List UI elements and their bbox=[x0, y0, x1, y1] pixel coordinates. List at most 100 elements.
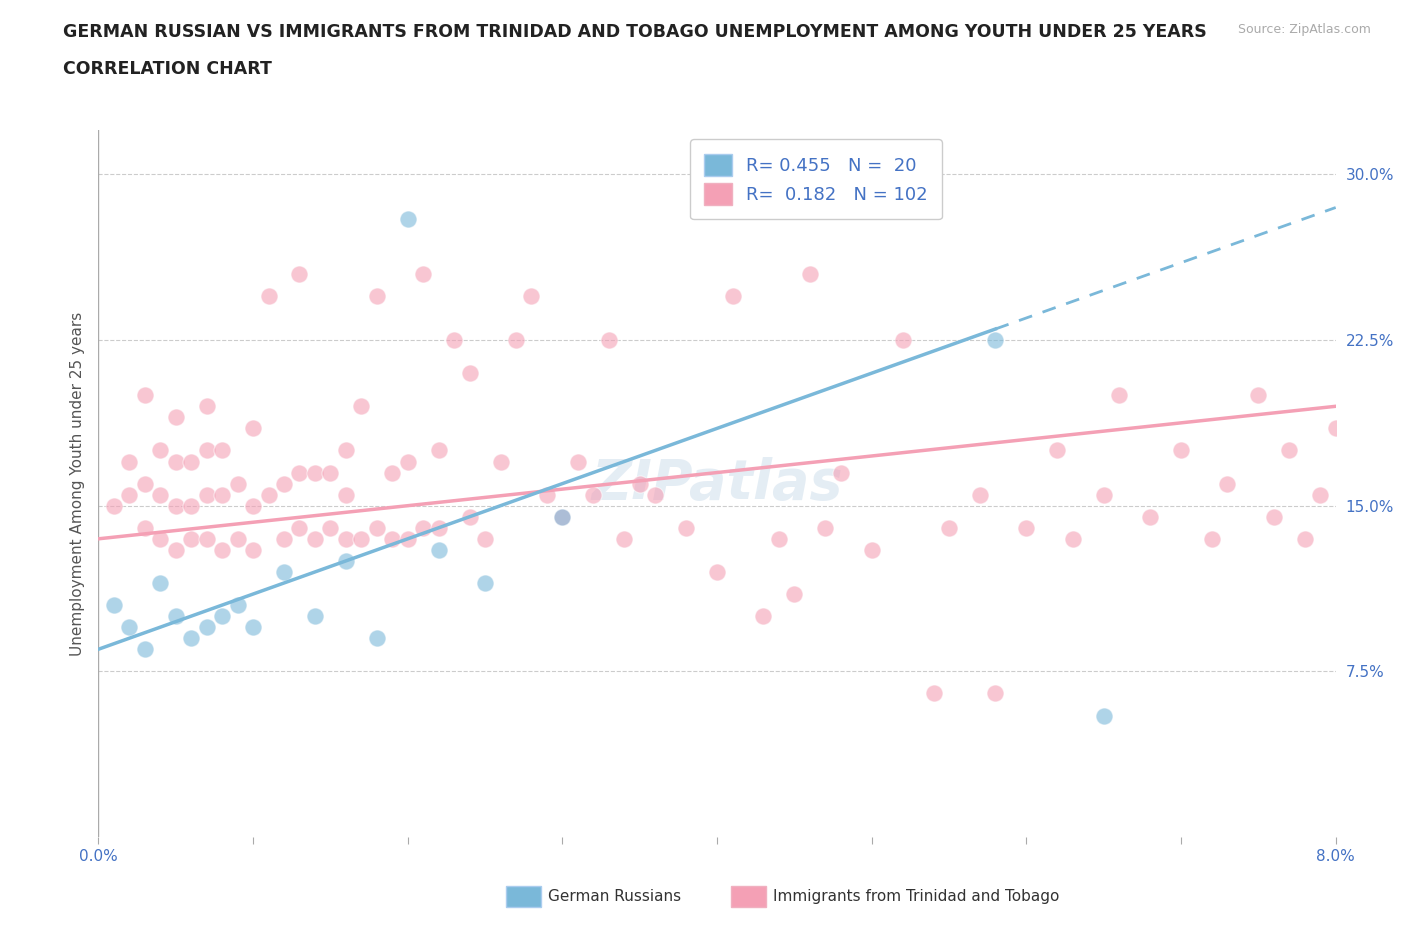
Point bbox=[242, 421, 264, 436]
Point bbox=[226, 531, 249, 546]
Point bbox=[165, 542, 187, 557]
Point bbox=[273, 565, 295, 579]
Point bbox=[1247, 388, 1270, 403]
Point bbox=[257, 288, 280, 303]
Point bbox=[180, 531, 202, 546]
Point bbox=[520, 288, 543, 303]
Point bbox=[319, 521, 342, 536]
Point bbox=[118, 619, 141, 634]
Point bbox=[582, 487, 605, 502]
Point bbox=[1139, 510, 1161, 525]
Point bbox=[1092, 708, 1115, 723]
Point bbox=[1278, 443, 1301, 458]
Point bbox=[149, 443, 172, 458]
Point bbox=[149, 487, 172, 502]
Point bbox=[304, 609, 326, 624]
Point bbox=[1216, 476, 1239, 491]
Point bbox=[860, 542, 883, 557]
Text: Source: ZipAtlas.com: Source: ZipAtlas.com bbox=[1237, 23, 1371, 36]
Point bbox=[1108, 388, 1130, 403]
Point bbox=[195, 443, 218, 458]
Point bbox=[180, 498, 202, 513]
Point bbox=[350, 399, 373, 414]
Point bbox=[381, 531, 404, 546]
Point bbox=[427, 521, 450, 536]
Point bbox=[180, 631, 202, 645]
Point bbox=[706, 565, 728, 579]
Point bbox=[1170, 443, 1192, 458]
Point bbox=[1263, 510, 1285, 525]
Point bbox=[118, 454, 141, 469]
Point bbox=[536, 487, 558, 502]
Point bbox=[551, 510, 574, 525]
Point bbox=[242, 498, 264, 513]
Point bbox=[891, 333, 914, 348]
Text: Immigrants from Trinidad and Tobago: Immigrants from Trinidad and Tobago bbox=[773, 889, 1060, 904]
Point bbox=[922, 686, 945, 701]
Point bbox=[165, 454, 187, 469]
Y-axis label: Unemployment Among Youth under 25 years: Unemployment Among Youth under 25 years bbox=[69, 312, 84, 656]
Point bbox=[1309, 487, 1331, 502]
Point bbox=[1340, 510, 1362, 525]
Point bbox=[350, 531, 373, 546]
Point bbox=[1324, 421, 1347, 436]
Point bbox=[211, 443, 233, 458]
Point bbox=[335, 531, 357, 546]
Point bbox=[474, 576, 496, 591]
Point bbox=[165, 609, 187, 624]
Point bbox=[257, 487, 280, 502]
Point bbox=[814, 521, 837, 536]
Point bbox=[427, 443, 450, 458]
Point bbox=[226, 476, 249, 491]
Point bbox=[180, 454, 202, 469]
Point bbox=[211, 609, 233, 624]
Point bbox=[613, 531, 636, 546]
Text: GERMAN RUSSIAN VS IMMIGRANTS FROM TRINIDAD AND TOBAGO UNEMPLOYMENT AMONG YOUTH U: GERMAN RUSSIAN VS IMMIGRANTS FROM TRINID… bbox=[63, 23, 1206, 41]
Point bbox=[427, 542, 450, 557]
Point bbox=[195, 399, 218, 414]
Point bbox=[474, 531, 496, 546]
Point bbox=[412, 521, 434, 536]
Point bbox=[675, 521, 697, 536]
Point bbox=[195, 531, 218, 546]
Point bbox=[366, 288, 388, 303]
Point bbox=[1371, 377, 1393, 392]
Point bbox=[103, 598, 125, 613]
Point bbox=[304, 465, 326, 480]
Point bbox=[969, 487, 991, 502]
Point bbox=[273, 531, 295, 546]
Point bbox=[505, 333, 527, 348]
Point bbox=[103, 498, 125, 513]
Point bbox=[211, 542, 233, 557]
Point bbox=[118, 487, 141, 502]
Point bbox=[211, 487, 233, 502]
Point bbox=[134, 521, 156, 536]
Point bbox=[149, 576, 172, 591]
Point bbox=[288, 465, 311, 480]
Point bbox=[551, 510, 574, 525]
Point bbox=[381, 465, 404, 480]
Point bbox=[799, 266, 821, 281]
Point bbox=[165, 498, 187, 513]
Point bbox=[288, 266, 311, 281]
Point bbox=[1201, 531, 1223, 546]
Point bbox=[134, 642, 156, 657]
Text: German Russians: German Russians bbox=[548, 889, 682, 904]
Point bbox=[443, 333, 465, 348]
Point bbox=[149, 531, 172, 546]
Point bbox=[195, 619, 218, 634]
Point bbox=[984, 686, 1007, 701]
Point bbox=[335, 443, 357, 458]
Point bbox=[396, 531, 419, 546]
Point bbox=[644, 487, 666, 502]
Point bbox=[489, 454, 512, 469]
Point bbox=[1355, 443, 1378, 458]
Text: ZIPatlas: ZIPatlas bbox=[592, 457, 842, 511]
Point bbox=[335, 487, 357, 502]
Point bbox=[366, 521, 388, 536]
Point bbox=[335, 553, 357, 568]
Point bbox=[366, 631, 388, 645]
Point bbox=[273, 476, 295, 491]
Point bbox=[1294, 531, 1316, 546]
Point bbox=[242, 619, 264, 634]
